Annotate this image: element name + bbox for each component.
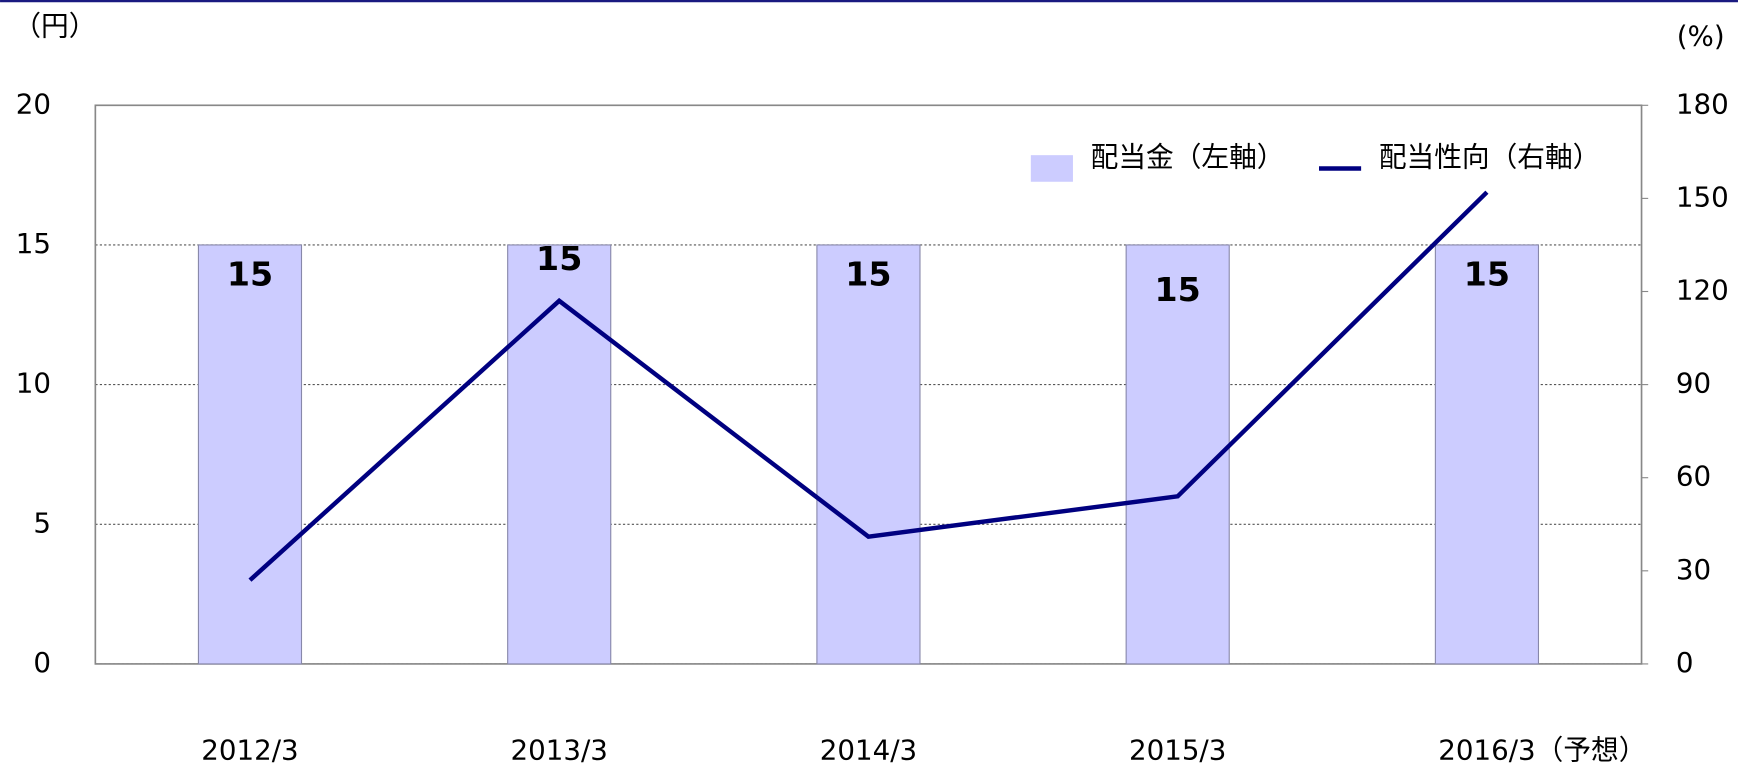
data-label: 15 bbox=[845, 254, 891, 293]
y2-tick-label: 180 bbox=[1676, 87, 1729, 120]
x-tick-label: 2013/3 bbox=[510, 733, 607, 766]
y2-tick-label: 120 bbox=[1676, 274, 1729, 307]
data-label: 15 bbox=[227, 254, 273, 293]
y-tick-label: 15 bbox=[16, 227, 51, 260]
bar bbox=[507, 244, 612, 665]
y2-axis-label: (%) bbox=[1677, 20, 1725, 53]
x-tick-label: 2014/3 bbox=[820, 733, 917, 766]
data-label: 15 bbox=[1464, 254, 1510, 293]
legend-label: 配当性向（右軸） bbox=[1379, 140, 1601, 173]
data-label: 15 bbox=[1155, 270, 1201, 309]
legend-label: 配当金（左軸） bbox=[1091, 140, 1285, 173]
y-axis-label: （円） bbox=[13, 10, 96, 43]
x-tick-label: 2012/3 bbox=[201, 733, 298, 766]
bar bbox=[1434, 244, 1540, 665]
bar bbox=[197, 244, 303, 665]
x-tick-label: 2015/3 bbox=[1129, 733, 1226, 766]
y-tick-label: 5 bbox=[33, 506, 51, 539]
y-tick-label: 0 bbox=[33, 646, 51, 679]
y2-tick-label: 150 bbox=[1676, 180, 1729, 213]
data-label: 15 bbox=[536, 239, 582, 278]
bar bbox=[816, 244, 921, 665]
y2-tick-label: 90 bbox=[1676, 367, 1711, 400]
y2-tick-label: 30 bbox=[1676, 553, 1711, 586]
x-tick-label: 2016/3（予想） bbox=[1438, 733, 1646, 766]
line bbox=[248, 190, 1489, 582]
y2-tick-label: 0 bbox=[1676, 646, 1694, 679]
y-tick-label: 10 bbox=[16, 367, 51, 400]
bar bbox=[1125, 244, 1230, 665]
legend-swatch bbox=[1030, 155, 1073, 182]
y-tick-label: 20 bbox=[16, 87, 51, 120]
y2-tick-label: 60 bbox=[1676, 460, 1711, 493]
